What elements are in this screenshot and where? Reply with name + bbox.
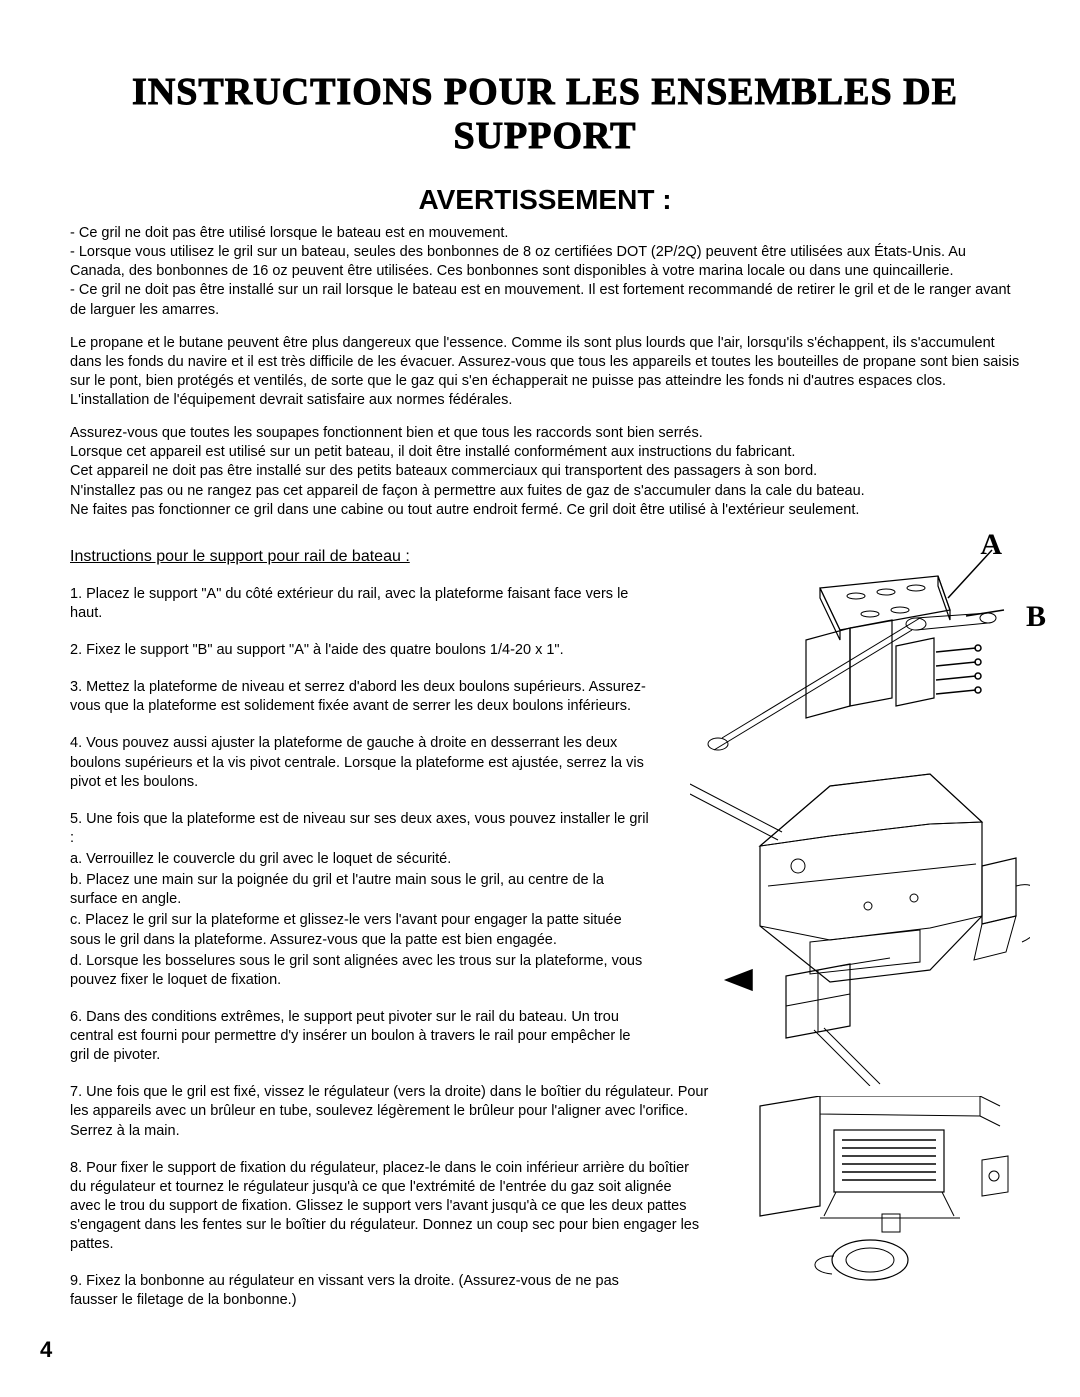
- step: 1. Placez le support "A" du côté extérie…: [70, 585, 650, 623]
- instructions-col: Instructions pour le support pour rail d…: [70, 546, 650, 1311]
- step: 5. Une fois que la plateforme est de niv…: [70, 810, 650, 848]
- warning-line: - Ce gril ne doit pas être installé sur …: [70, 281, 1020, 319]
- warning-heading: AVERTISSEMENT :: [70, 184, 1020, 216]
- step-group: 5. Une fois que la plateforme est de niv…: [70, 810, 650, 990]
- step: 4. Vous pouvez aussi ajuster la platefor…: [70, 734, 650, 791]
- page-title: INSTRUCTIONS POUR LES ENSEMBLES DE SUPPO…: [70, 70, 1020, 158]
- page: INSTRUCTIONS POUR LES ENSEMBLES DE SUPPO…: [0, 0, 1080, 1397]
- step: 9. Fixez la bonbonne au régulateur en vi…: [70, 1272, 670, 1310]
- warning-paragraph: Assurez-vous que toutes les soupapes fon…: [70, 424, 1020, 520]
- regulator-diagram: [750, 1096, 1020, 1286]
- substep: c. Placez le gril sur la plateforme et g…: [70, 911, 650, 949]
- instructions-area: Instructions pour le support pour rail d…: [70, 546, 1020, 1311]
- substep: a. Verrouillez le couvercle du gril avec…: [70, 850, 650, 869]
- step: 8. Pour fixer le support de fixation du …: [70, 1159, 700, 1255]
- warning-line: - Lorsque vous utilisez le gril sur un b…: [70, 243, 1020, 281]
- warning-block: - Ce gril ne doit pas être utilisé lorsq…: [70, 224, 1020, 520]
- page-number: 4: [40, 1337, 52, 1363]
- step: 3. Mettez la plateforme de niveau et ser…: [70, 678, 650, 716]
- substep: b. Placez une main sur la poignée du gri…: [70, 871, 650, 909]
- label-b: B: [1026, 600, 1046, 634]
- grill-diagram: [690, 746, 1030, 1086]
- step: 6. Dans des conditions extrêmes, le supp…: [70, 1008, 650, 1065]
- step: 2. Fixez le support "B" au support "A" à…: [70, 641, 650, 660]
- rail-heading: Instructions pour le support pour rail d…: [70, 546, 650, 567]
- step: 7. Une fois que le gril est fixé, vissez…: [70, 1083, 710, 1140]
- warning-paragraph: Le propane et le butane peuvent être plu…: [70, 334, 1020, 411]
- substep: d. Lorsque les bosselures sous le gril s…: [70, 952, 650, 990]
- warning-line: - Ce gril ne doit pas être utilisé lorsq…: [70, 224, 1020, 243]
- bracket-diagram: [700, 568, 1020, 768]
